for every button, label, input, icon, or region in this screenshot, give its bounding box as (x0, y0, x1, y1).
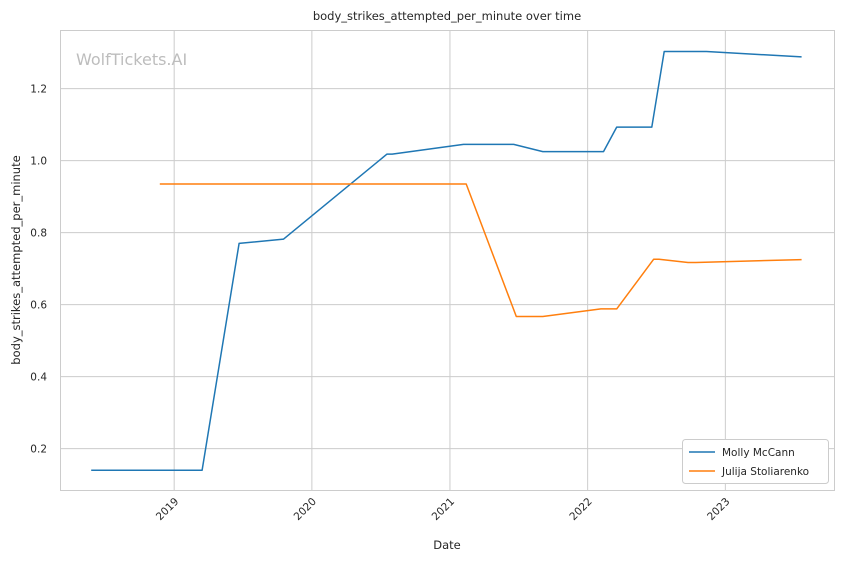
x-axis-label: Date (433, 538, 461, 552)
series-line-julija-stoliarenko (159, 183, 802, 318)
y-tick-label: 0.6 (30, 300, 47, 312)
legend-label-julija-stoliarenko: Julija Stoliarenko (721, 466, 809, 478)
series-group (91, 50, 802, 471)
y-tick-label: 1.2 (30, 84, 47, 96)
y-tick-label: 0.8 (30, 228, 47, 240)
y-tick-label: 0.2 (30, 444, 47, 456)
legend-box (682, 439, 829, 484)
x-tick-label: 2023 (705, 496, 732, 523)
watermark: WolfTickets.AI (76, 50, 187, 69)
y-tick-label: 1.0 (30, 156, 47, 168)
series-line-molly-mccann (91, 50, 802, 471)
x-axis-ticks: 2019 2020 2021 2022 2023 (154, 496, 733, 523)
y-axis-ticks: 0.2 0.4 0.6 0.8 1.0 1.2 (30, 84, 47, 456)
legend-label-molly-mccann: Molly McCann (722, 447, 795, 459)
grid (61, 31, 834, 490)
x-tick-label: 2022 (567, 496, 594, 523)
legend: Molly McCann Julija Stoliarenko (682, 439, 829, 484)
plot-frame (60, 30, 835, 491)
chart-title: body_strikes_attempted_per_minute over t… (313, 9, 581, 23)
x-tick-label: 2020 (292, 496, 319, 523)
x-tick-label: 2019 (154, 496, 181, 523)
y-axis-label: body_strikes_attempted_per_minute (9, 155, 23, 364)
x-tick-label: 2021 (430, 496, 457, 523)
y-tick-label: 0.4 (30, 372, 47, 384)
